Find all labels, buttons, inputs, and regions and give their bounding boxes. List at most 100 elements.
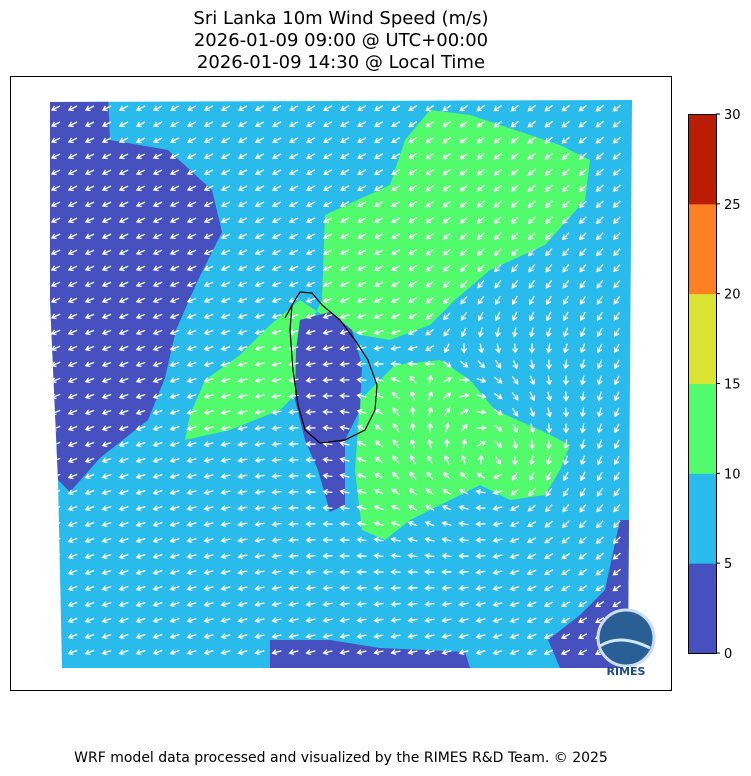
wind-arrow	[460, 327, 467, 338]
wind-arrow	[527, 152, 536, 160]
wind-arrow	[118, 393, 129, 400]
wind-arrow	[340, 169, 350, 176]
wind-arrow	[512, 439, 519, 450]
wind-arrow	[492, 585, 503, 592]
wind-arrow	[254, 633, 265, 640]
wind-arrow	[527, 521, 537, 528]
wind-arrow	[203, 265, 214, 272]
wind-arrow	[254, 409, 265, 416]
wind-arrow	[579, 455, 586, 466]
wind-arrow	[135, 425, 146, 432]
wind-arrow	[237, 393, 248, 400]
wind-arrow	[424, 584, 435, 592]
wind-arrow	[545, 295, 552, 305]
wind-arrow	[101, 569, 112, 576]
wind-arrow	[186, 185, 197, 192]
wind-arrow	[339, 361, 350, 368]
wind-arrow	[152, 473, 163, 480]
wind-arrow	[392, 455, 400, 464]
wind-arrow	[220, 649, 231, 656]
wind-arrow	[101, 633, 112, 640]
wind-arrow	[356, 536, 367, 543]
wind-arrow	[612, 568, 621, 576]
wind-arrow	[169, 297, 180, 304]
wind-arrow	[461, 438, 468, 449]
wind-arrow	[545, 359, 553, 370]
wind-arrow	[67, 505, 78, 512]
wind-arrow	[492, 537, 503, 544]
wind-arrow	[322, 504, 333, 511]
wind-arrow	[425, 280, 435, 288]
wind-arrow	[442, 248, 451, 256]
wind-arrow	[220, 473, 231, 480]
wind-arrow	[254, 601, 265, 608]
wind-arrow	[579, 391, 586, 402]
wind-arrow	[373, 520, 384, 527]
wind-arrow	[408, 137, 418, 144]
wind-arrow	[477, 280, 485, 289]
wind-arrow	[288, 409, 299, 416]
wind-arrow	[339, 633, 350, 640]
wind-arrow	[67, 153, 78, 160]
wind-arrow	[84, 153, 95, 160]
wind-arrow	[528, 343, 536, 354]
wind-arrow	[322, 217, 333, 224]
wind-arrow	[271, 617, 282, 624]
wind-arrow	[356, 313, 367, 320]
wind-arrow	[271, 281, 282, 288]
wind-arrow	[476, 232, 485, 240]
wind-arrow	[526, 537, 537, 544]
wind-arrow	[220, 537, 231, 544]
wind-arrow	[135, 121, 146, 128]
wind-arrow	[546, 407, 553, 418]
wind-arrow	[527, 104, 537, 112]
wind-arrow	[322, 408, 333, 416]
wind-arrow	[409, 422, 416, 433]
wind-arrow	[442, 136, 452, 144]
wind-arrow	[373, 617, 384, 624]
wind-arrow	[203, 313, 214, 320]
wind-arrow	[390, 504, 401, 511]
wind-arrow	[511, 311, 518, 322]
wind-arrow	[443, 471, 451, 480]
wind-arrow	[84, 345, 95, 352]
wind-arrow	[322, 456, 333, 463]
wind-arrow	[288, 456, 299, 464]
wind-arrow	[237, 249, 248, 256]
wind-arrow	[545, 311, 552, 322]
wind-arrow	[356, 488, 367, 495]
wind-arrow	[135, 265, 146, 272]
wind-arrow	[203, 249, 214, 256]
wind-arrow	[613, 504, 621, 513]
wind-arrow	[560, 649, 571, 656]
wind-arrow	[271, 409, 282, 416]
wind-arrow	[50, 265, 61, 272]
wind-arrow	[562, 391, 570, 402]
wind-arrow	[390, 536, 401, 543]
wind-arrow	[237, 281, 248, 288]
wind-arrow	[459, 120, 469, 128]
wind-arrow	[527, 232, 536, 241]
wind-arrow	[528, 455, 535, 466]
wind-arrow	[271, 585, 282, 592]
wind-arrow	[271, 201, 282, 208]
wind-arrow	[529, 423, 536, 434]
wind-arrow	[237, 505, 248, 512]
wind-arrow	[118, 633, 129, 640]
wind-arrow	[203, 489, 214, 496]
wind-arrow	[544, 120, 553, 128]
wind-arrow	[561, 216, 570, 224]
wind-arrow	[441, 552, 452, 559]
wind-arrow	[322, 536, 333, 544]
wind-arrow	[101, 297, 112, 304]
wind-arrow	[544, 232, 553, 241]
wind-arrow	[579, 311, 586, 321]
wind-arrow	[169, 249, 180, 256]
wind-arrow	[84, 265, 95, 272]
wind-arrow	[322, 329, 333, 336]
wind-arrow	[84, 569, 95, 576]
wind-arrow	[579, 471, 586, 482]
colorbar-tick-label: 20	[724, 288, 741, 303]
wind-arrow	[511, 471, 519, 481]
wind-arrow	[561, 168, 570, 176]
